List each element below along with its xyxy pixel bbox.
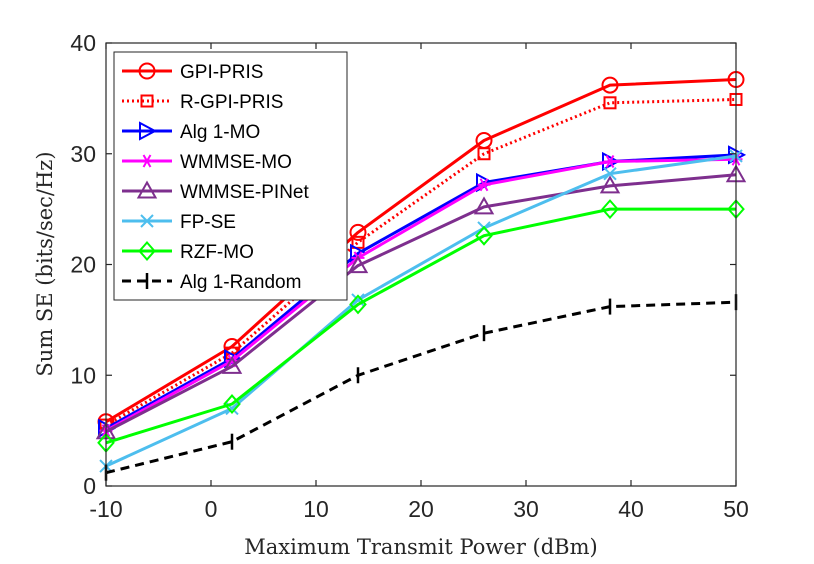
data-point [475,225,493,246]
series-lines [95,71,747,481]
x-tick-label: -10 [89,496,122,522]
x-tick-label: 10 [303,496,329,522]
data-point [349,294,367,315]
x-tick-label: 30 [513,496,539,522]
data-point [477,178,491,192]
series-line [105,157,737,432]
legend-entry: WMMSE-PINet [122,180,310,203]
legend-label: R-GPI-PRIS [180,92,283,113]
data-point [603,96,617,110]
x-axis-title: Maximum Transmit Power (dBm) [244,535,597,559]
legend: GPI-PRIS R-GPI-PRIS Alg 1-MO WMMSE-MO WMMSE-… [113,51,348,301]
y-tick-label: 30 [70,141,96,167]
data-point [349,223,367,241]
data-point [603,166,617,181]
legend-entry: WMMSE-MO [122,152,292,173]
legend-entry: Alg 1-Random [122,272,301,293]
legend-entry: FP-SE [122,212,236,233]
data-point [599,175,621,194]
data-point [351,293,365,307]
legend-label: WMMSE-PINet [180,182,310,203]
data-point [601,199,619,220]
series-line [105,78,737,424]
legend-label: Alg 1-Random [180,272,301,293]
legend-entry: Alg 1-MO [122,121,260,143]
series-5 [99,149,743,473]
x-tick-label: 20 [408,496,434,522]
legend-marker [140,94,154,108]
y-tick-label: 10 [70,362,96,388]
series-line [105,98,737,427]
legend-marker [140,154,154,168]
legend-marker [138,62,156,80]
legend-label: FP-SE [180,212,236,233]
x-tick-label: 50 [723,496,749,522]
legend-label: GPI-PRIS [180,62,263,83]
legend-marker [139,121,158,141]
y-tick-label: 0 [83,473,96,499]
y-tick-label: 40 [70,30,96,56]
series-line [105,207,736,445]
series-line [105,154,737,468]
y-tick-label: 20 [70,252,96,278]
data-point [221,355,243,374]
data-point [477,147,491,161]
legend-label: Alg 1-MO [180,122,260,143]
data-point [473,196,495,215]
x-tick-label: 0 [205,496,218,522]
legend-entry: R-GPI-PRIS [122,92,283,113]
legend-label: RZF-MO [180,242,254,263]
y-axis-title: Sum SE (bits/sec/Hz) [33,151,57,376]
data-point [603,154,617,169]
legend-entry: RZF-MO [122,240,254,263]
data-point [601,76,619,94]
data-point [223,394,241,415]
legend-box [113,51,348,301]
legend-marker [136,180,158,199]
data-point [351,235,365,249]
series-line [105,300,737,475]
x-tick-label: 40 [618,496,644,522]
series-7 [104,294,738,481]
series-line [105,173,737,434]
legend-marker [140,214,154,228]
legend-marker [138,240,156,262]
data-point [347,255,369,274]
legend-label: WMMSE-MO [180,152,292,173]
legend-entry: GPI-PRIS [122,62,263,83]
